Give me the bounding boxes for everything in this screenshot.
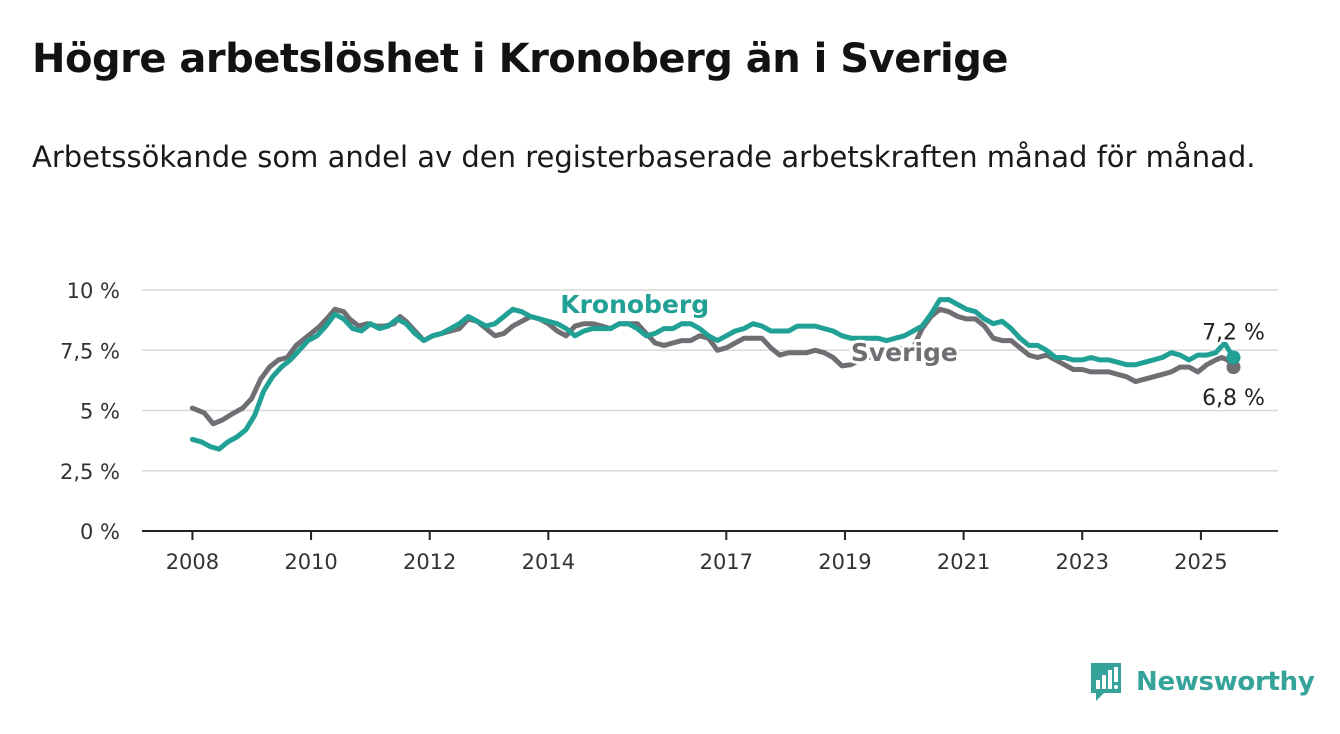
chart-grid [142,289,1278,472]
brand-name: Newsworthy [1136,667,1315,697]
x-tick-label: 2008 [166,550,219,574]
x-tick-label: 2010 [284,550,337,574]
chart-subtitle: Arbetssökande som andel av den registerb… [32,140,1256,174]
x-tick-label: 2017 [700,550,753,574]
newsworthy-logo: Newsworthy [1088,660,1315,704]
y-tick-label: 0 % [80,520,120,544]
chart-series [189,297,1241,452]
chart-title: Högre arbetslöshet i Kronoberg än i Sver… [32,36,1009,82]
x-tick-label: 2025 [1174,550,1227,574]
x-tick-label: 2019 [818,550,871,574]
series-line-kronoberg [189,297,1236,452]
end-value-label-kronoberg: 7,2 % [1202,320,1265,345]
x-tick-label: 2014 [522,550,575,574]
x-tick-label: 2023 [1056,550,1109,574]
x-tick-label: 2012 [403,550,456,574]
end-value-label-sverige: 6,8 % [1202,386,1265,411]
line-chart: 0 % 2,5 % 5 % 7,5 % 10 % 2008 2010 2012 2014 201… [60,279,1278,574]
y-tick-label: 7,5 % [60,339,120,363]
chart-labels: Kronoberg Sverige 6,8 % 7,2 % [557,287,1267,414]
x-tick-label: 2021 [937,550,990,574]
series-label-kronoberg: Kronoberg [560,290,709,319]
x-axis: 2008 2010 2012 2014 2017 2019 2021 2023 2025 [142,530,1278,574]
y-tick-label: 10 % [67,279,120,303]
series-endpoint-sverige [1226,360,1241,375]
y-tick-label: 2,5 % [60,460,120,484]
series-label-sverige: Sverige [851,338,958,367]
y-tick-label: 5 % [80,400,120,424]
y-axis-ticks: 0 % 2,5 % 5 % 7,5 % 10 % [60,279,120,544]
newsworthy-logo-icon [1091,663,1121,701]
series-endpoint-kronoberg [1226,350,1241,365]
series-line-sverige [189,306,1236,427]
